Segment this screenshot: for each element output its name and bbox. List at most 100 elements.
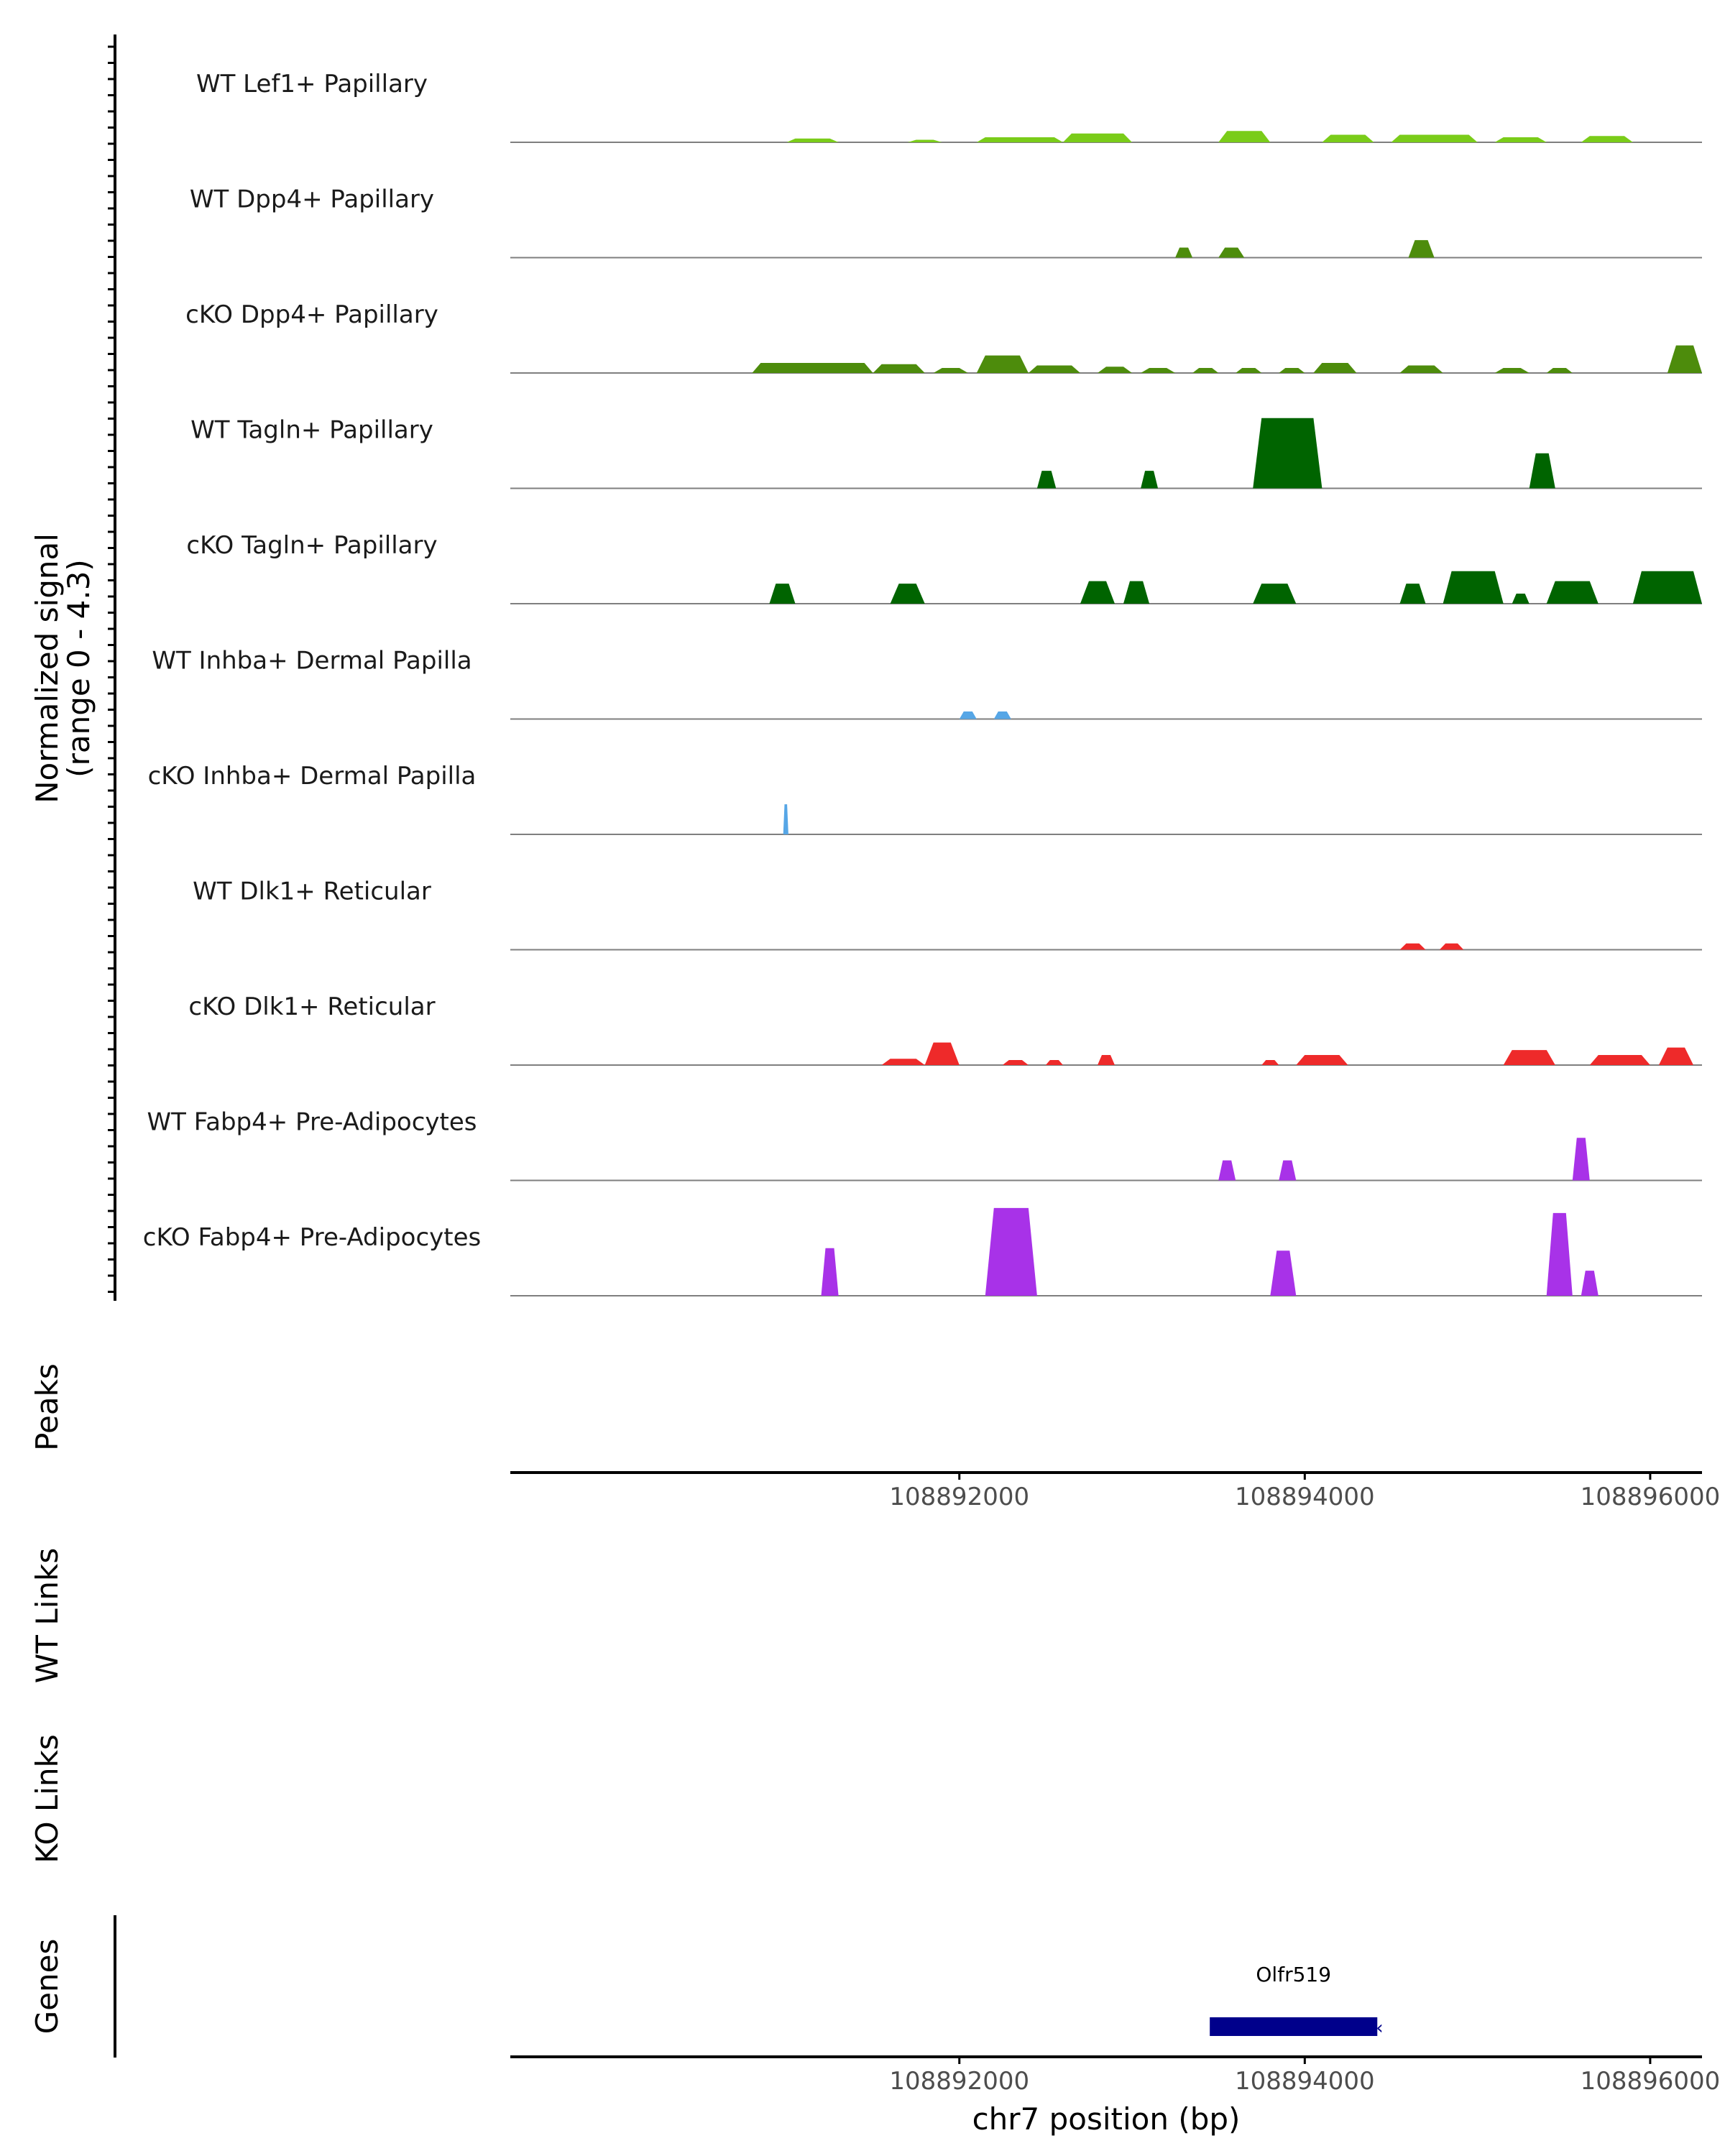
bottom-x-axis-ticks: 108892000 108894000 108896000 — [889, 2057, 1720, 2096]
signal-peak — [1036, 471, 1057, 489]
signal-peak — [1253, 584, 1297, 604]
signal-peak — [993, 711, 1011, 719]
signal-peak — [1253, 418, 1322, 489]
track: WT Tagln+ Papillary — [190, 416, 1702, 489]
signal-peak — [1546, 1212, 1573, 1296]
signal-peak — [1399, 584, 1426, 604]
x-tick-label: 108894000 — [1235, 1483, 1375, 1511]
y-axis-title-line2: (range 0 - 4.3) — [61, 559, 96, 778]
signal-peak — [985, 1207, 1037, 1296]
signal-peak — [1192, 368, 1219, 373]
track-label: cKO Dpp4+ Papillary — [185, 300, 438, 329]
signal-peak — [1279, 368, 1305, 373]
signal-peak — [1313, 363, 1357, 373]
peaks-panel-label: Peaks — [29, 1363, 65, 1451]
signal-peak — [959, 711, 977, 719]
signal-peak — [752, 363, 873, 373]
signal-peak — [783, 804, 788, 834]
track: WT Dlk1+ Reticular — [193, 877, 1702, 951]
signal-peak — [1141, 471, 1159, 489]
signal-peak — [1512, 594, 1530, 604]
signal-peak — [976, 137, 1063, 142]
signal-peak — [1098, 1055, 1115, 1065]
signal-peak — [1236, 368, 1262, 373]
track: WT Dpp4+ Papillary — [190, 185, 1702, 259]
signal-peak — [1503, 1050, 1555, 1065]
track-label: WT Dlk1+ Reticular — [193, 877, 431, 906]
signal-tracks: WT Lef1+ Papillary WT Dpp4+ Papillary cKO … — [143, 70, 1702, 1296]
track-label: WT Lef1+ Papillary — [196, 70, 428, 98]
x-axis-title: chr7 position (bp) — [972, 2101, 1241, 2137]
signal-peak — [821, 1248, 839, 1296]
signal-peak — [1494, 137, 1547, 142]
track: cKO Fabp4+ Pre-Adipocytes — [143, 1207, 1702, 1296]
signal-peak — [1494, 368, 1530, 373]
track-label: WT Inhba+ Dermal Papilla — [152, 647, 472, 676]
signal-peak — [1123, 581, 1150, 604]
signal-peak — [1581, 136, 1633, 142]
signal-peak — [1296, 1055, 1348, 1065]
signal-peak — [1045, 1060, 1063, 1065]
signal-peak — [907, 139, 942, 142]
y-axis-ticks — [108, 45, 115, 1293]
signal-peak — [1658, 1047, 1693, 1065]
signal-peak — [1667, 345, 1702, 373]
signal-peak — [1408, 240, 1435, 258]
track-label: WT Fabp4+ Pre-Adipocytes — [147, 1108, 477, 1137]
ko-links-panel-label: KO Links — [29, 1734, 65, 1864]
wt-links-panel-label: WT Links — [29, 1548, 65, 1683]
top-x-axis-ticks: 108892000 108894000 108896000 — [889, 1473, 1720, 1511]
signal-peak — [1098, 367, 1132, 373]
signal-peak — [1218, 247, 1245, 258]
signal-peak — [933, 368, 968, 373]
signal-peak — [873, 364, 925, 373]
track-label: cKO Fabp4+ Pre-Adipocytes — [143, 1223, 482, 1252]
signal-peak — [1572, 1138, 1590, 1181]
gene-label: Olfr519 — [1256, 1963, 1331, 1986]
x-tick-label: 108896000 — [1581, 1483, 1721, 1511]
signal-peak — [1175, 247, 1193, 258]
track: WT Lef1+ Papillary — [196, 70, 1702, 143]
x-tick-label: 108896000 — [1581, 2067, 1721, 2096]
signal-peak — [1439, 943, 1464, 950]
signal-peak — [1399, 943, 1426, 950]
track-label: cKO Dlk1+ Reticular — [188, 992, 435, 1021]
signal-peak — [1546, 368, 1573, 373]
signal-peak — [1399, 365, 1443, 373]
signal-peak — [976, 355, 1029, 373]
signal-peak — [890, 584, 925, 604]
track: WT Inhba+ Dermal Papilla — [152, 647, 1702, 720]
x-tick-label: 108892000 — [889, 1483, 1029, 1511]
signal-peak — [769, 584, 796, 604]
track-label: cKO Inhba+ Dermal Papilla — [148, 762, 477, 791]
signal-peak — [1546, 581, 1598, 604]
signal-peak — [1581, 1271, 1598, 1296]
track-label: WT Tagln+ Papillary — [190, 416, 433, 445]
gene-body — [1210, 2017, 1378, 2036]
gene-strand-arrow-icon: ‹ — [1376, 2017, 1383, 2039]
signal-peak — [1062, 133, 1132, 142]
y-axis-title: Normalized signal (range 0 - 4.3) — [29, 533, 96, 803]
track: cKO Dpp4+ Papillary — [185, 300, 1702, 374]
signal-peak — [786, 138, 839, 142]
signal-peak — [924, 1042, 960, 1065]
signal-peak — [881, 1059, 925, 1065]
signal-peak — [1279, 1160, 1297, 1181]
genes-panel-label: Genes — [29, 1939, 65, 2035]
track: cKO Dlk1+ Reticular — [188, 992, 1702, 1066]
track: cKO Tagln+ Papillary — [186, 531, 1702, 604]
signal-peak — [1028, 365, 1080, 373]
y-axis-title-line1: Normalized signal — [29, 533, 65, 803]
signal-peak — [1443, 571, 1504, 604]
signal-peak — [1322, 134, 1374, 142]
signal-peak — [1391, 134, 1478, 142]
x-tick-label: 108892000 — [889, 2067, 1029, 2096]
track: WT Fabp4+ Pre-Adipocytes — [147, 1108, 1702, 1181]
signal-peak — [1218, 1160, 1236, 1181]
signal-peak — [1529, 453, 1555, 489]
signal-peak — [1080, 581, 1115, 604]
signal-peak — [1002, 1060, 1029, 1065]
signal-peak — [1141, 368, 1176, 373]
signal-peak — [1632, 571, 1702, 604]
